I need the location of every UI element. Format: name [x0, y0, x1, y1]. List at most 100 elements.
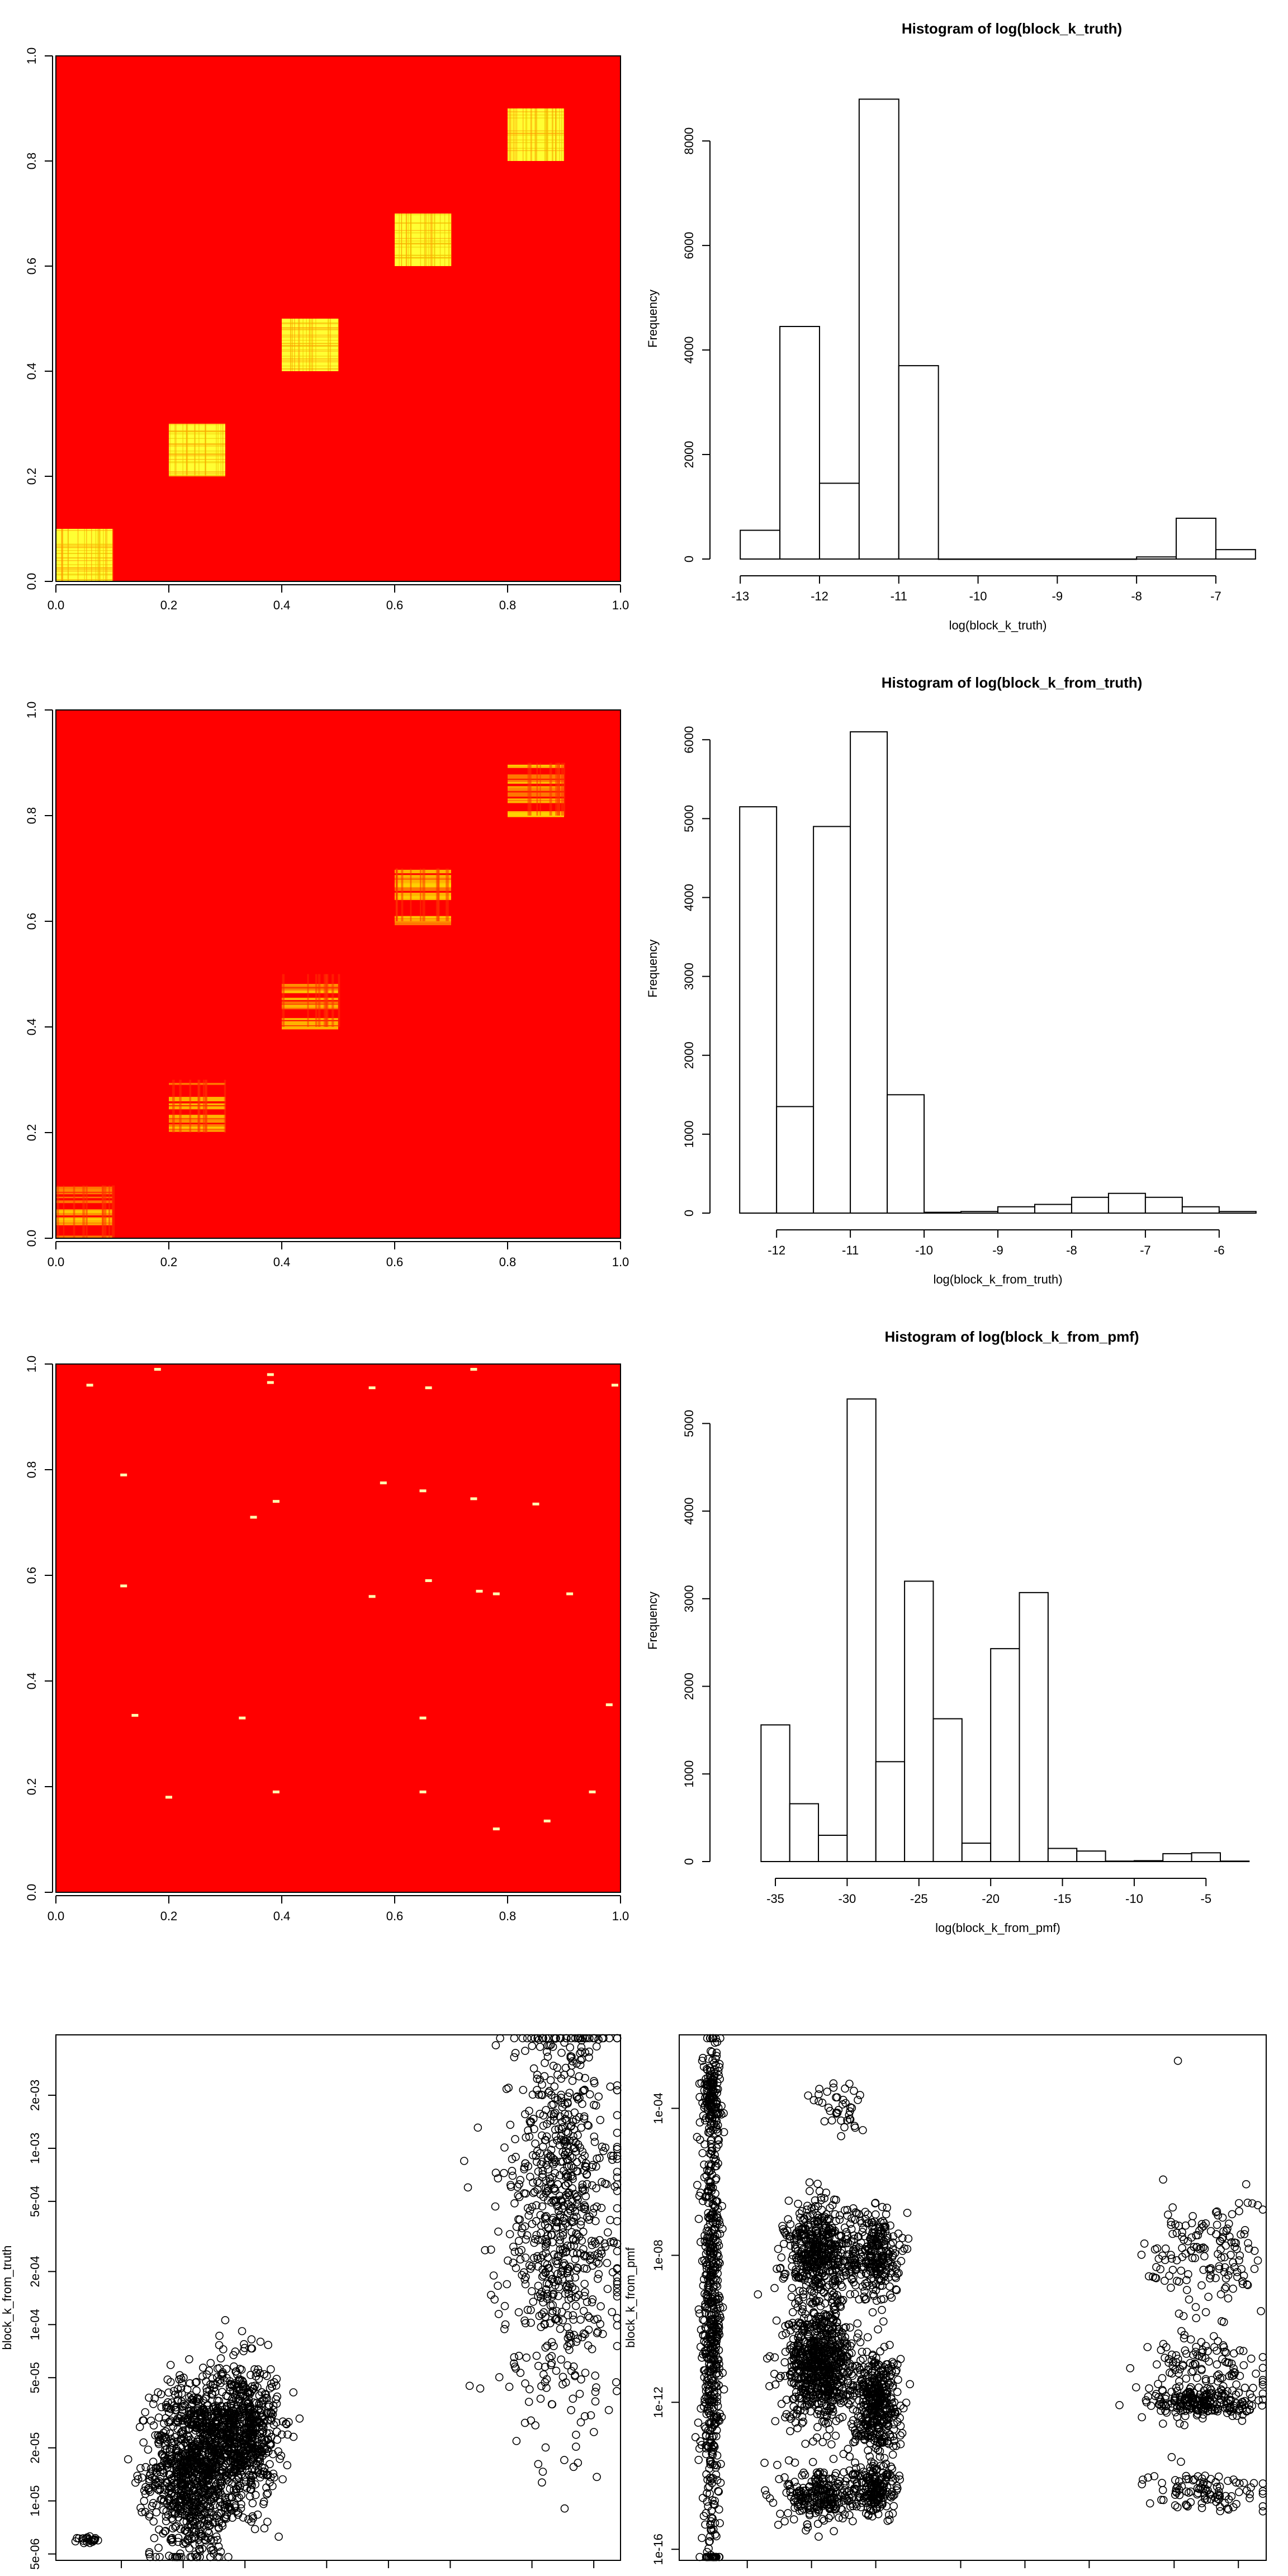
data-point	[140, 2486, 149, 2495]
heatmap-block	[169, 424, 225, 477]
histogram-bar	[1047, 1848, 1078, 1863]
heatmap-block	[56, 1185, 115, 1239]
heatmap-line	[395, 255, 451, 257]
histogram-panel-2: Histogram of log(block_k_from_truth)-12-…	[646, 674, 1257, 1286]
data-point	[183, 2470, 192, 2478]
heatmap-stripe	[323, 974, 326, 1027]
heatmap-speck	[267, 1381, 274, 1384]
x-tick-label: 5e-06	[106, 2574, 137, 2576]
heatmap-speck	[267, 1373, 274, 1376]
data-point	[246, 2370, 255, 2379]
heatmap-line	[169, 443, 225, 445]
heatmap-panel-2: 0.0 0.2 0.4 0.6 0.8 1.00.00.20.40.60.81.0	[25, 702, 629, 1269]
heatmap-stripe	[282, 1026, 338, 1030]
heatmap-line	[56, 546, 112, 547]
histogram-bar	[760, 1724, 790, 1862]
histogram-bar	[1019, 1592, 1049, 1862]
x-tick-label: 0.2	[160, 1255, 178, 1269]
heatmap-stripe	[169, 1097, 225, 1102]
heatmap-stripe	[282, 984, 338, 988]
data-point	[185, 2410, 193, 2418]
heatmap-line	[84, 529, 85, 581]
heatmap-stripe	[338, 974, 340, 1027]
heatmap-line	[401, 214, 402, 266]
histogram-bar	[875, 1761, 906, 1862]
heatmap-speck	[543, 1819, 551, 1822]
heatmap-line	[433, 214, 435, 266]
data-point	[185, 2355, 193, 2364]
heatmap-stripe	[539, 763, 541, 816]
data-point	[278, 2475, 287, 2484]
heatmap-line	[395, 238, 451, 239]
y-tick-label: 1e-03	[28, 2133, 42, 2164]
y-tick-label: 2e-04	[28, 2256, 42, 2287]
y-tick-label: 0.6	[25, 1567, 39, 1584]
data-point	[151, 2431, 160, 2440]
heatmap-line	[556, 108, 557, 161]
x-tick-label: 2e-04	[434, 2574, 466, 2576]
y-tick-label: 4000	[682, 1498, 696, 1525]
histogram-bar	[779, 326, 820, 560]
x-tick-label: 0.4	[273, 1255, 291, 1269]
y-axis-label: Frequency	[646, 940, 660, 998]
heatmap-stripe	[307, 974, 309, 1027]
heatmap-stripe	[86, 1185, 88, 1238]
histogram-bar	[1105, 1860, 1135, 1862]
heatmap-stripe	[189, 1079, 192, 1133]
heatmap-line	[508, 135, 564, 136]
data-point	[139, 2438, 148, 2447]
heatmap-line	[425, 214, 426, 266]
data-point	[141, 2489, 150, 2498]
data-point	[168, 2508, 177, 2517]
data-point	[150, 2534, 159, 2542]
heatmap-line	[169, 424, 225, 425]
data-point	[201, 2430, 209, 2438]
data-point	[192, 2460, 201, 2469]
data-point	[155, 2477, 164, 2485]
data-point	[162, 2512, 171, 2521]
data-point	[202, 2370, 211, 2379]
y-tick-label: 0.0	[25, 1230, 39, 1247]
data-point	[173, 2472, 182, 2481]
y-tick-label: 0.8	[25, 1461, 39, 1479]
data-point	[155, 2525, 163, 2534]
data-point	[206, 2535, 215, 2544]
heatmap-stripe	[73, 1185, 75, 1238]
data-point	[175, 2375, 184, 2384]
heatmap-line	[508, 150, 564, 151]
y-axis-label: block_k_from_truth	[0, 2245, 14, 2350]
heatmap-speck	[239, 1716, 246, 1720]
data-point	[182, 2527, 191, 2536]
y-tick-label: 2000	[682, 1673, 696, 1700]
heatmap-line	[56, 567, 112, 569]
x-tick-label: -9	[1052, 589, 1063, 603]
heatmap-line	[290, 319, 292, 371]
data-point	[154, 2413, 163, 2422]
heatmap-line	[169, 453, 225, 454]
heatmap-stripe	[561, 763, 564, 816]
heatmap-speck	[272, 1500, 280, 1503]
histogram-bar	[997, 1206, 1035, 1214]
heatmap-line	[222, 424, 224, 476]
data-point	[191, 2378, 200, 2387]
heatmap-speck	[419, 1790, 427, 1793]
heatmap-line	[395, 222, 451, 224]
heatmap-speck	[272, 1790, 280, 1793]
data-point	[185, 2544, 194, 2553]
histogram-bar	[1219, 1860, 1250, 1862]
heatmap-speck	[425, 1579, 432, 1582]
heatmap-line	[526, 108, 528, 161]
y-tick-label: 0.2	[25, 468, 39, 485]
heatmap-line	[56, 574, 112, 576]
heatmap-stripe	[56, 1185, 59, 1238]
data-point	[146, 2469, 155, 2478]
y-tick-label: 1e-05	[28, 2485, 42, 2517]
y-tick-label: 2e-05	[28, 2432, 42, 2464]
data-point	[198, 2372, 207, 2381]
histogram-bar	[887, 1094, 925, 1214]
data-point	[178, 2403, 186, 2411]
data-point	[176, 2489, 185, 2498]
y-tick-label: 5e-04	[28, 2186, 42, 2217]
heatmap-line	[312, 319, 313, 371]
heatmap-speck	[611, 1384, 618, 1387]
